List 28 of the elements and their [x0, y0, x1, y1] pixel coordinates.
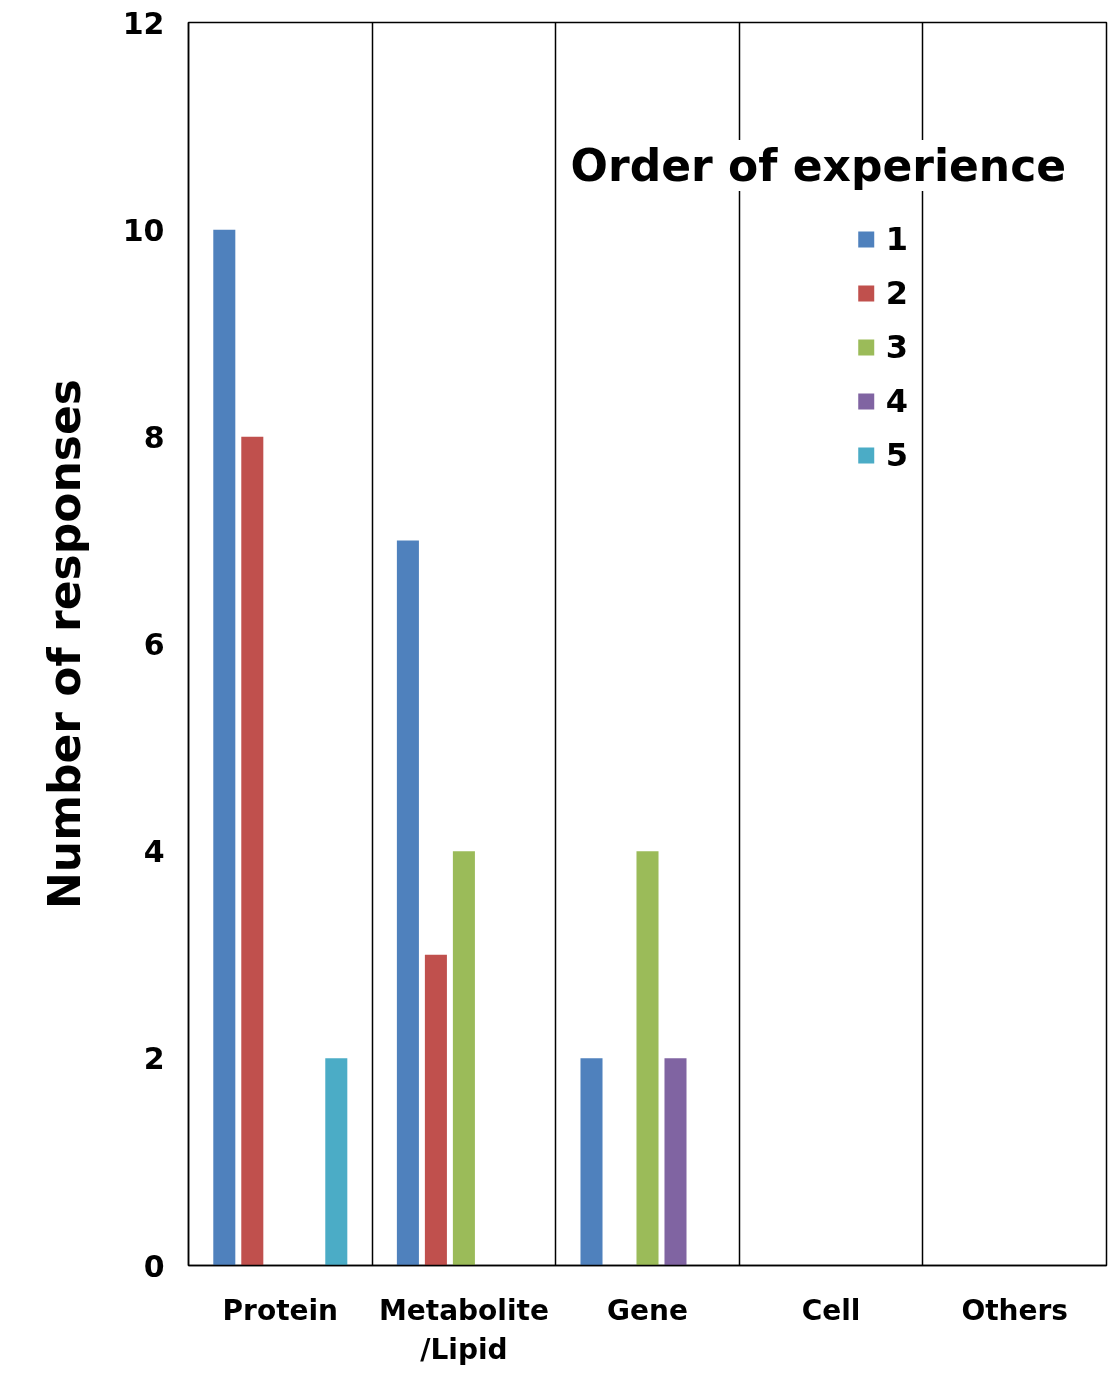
bar [664, 1058, 687, 1266]
bar [424, 954, 447, 1266]
bar [213, 229, 236, 1266]
legend-label: 2 [885, 274, 908, 312]
bar [580, 1058, 603, 1266]
x-tick-label: Cell [801, 1293, 861, 1327]
legend-label: 1 [885, 220, 908, 258]
y-axis-title: Number of responses [38, 378, 90, 910]
bar [636, 851, 659, 1266]
y-tick-label: 2 [143, 1041, 165, 1077]
x-tick-label: Others [961, 1293, 1068, 1327]
bar [325, 1058, 348, 1266]
bar [241, 436, 264, 1266]
y-tick-label: 8 [143, 419, 165, 455]
y-tick-label: 6 [143, 627, 165, 662]
y-tick-label: 0 [143, 1248, 165, 1284]
legend-label: 4 [885, 382, 908, 420]
y-tick-label: 12 [122, 5, 165, 41]
y-tick-label: 4 [143, 834, 165, 870]
x-tick-label: Gene [607, 1293, 688, 1327]
y-tick-label: 10 [122, 212, 165, 248]
x-tick-label: Metabolite /Lipid [378, 1293, 549, 1367]
bar [452, 851, 475, 1266]
bar [396, 540, 419, 1266]
legend-label: 5 [885, 436, 908, 474]
x-tick-label: Protein [222, 1293, 339, 1327]
legend-label: 3 [885, 328, 908, 366]
legend-title: Order of experience [570, 139, 1067, 191]
